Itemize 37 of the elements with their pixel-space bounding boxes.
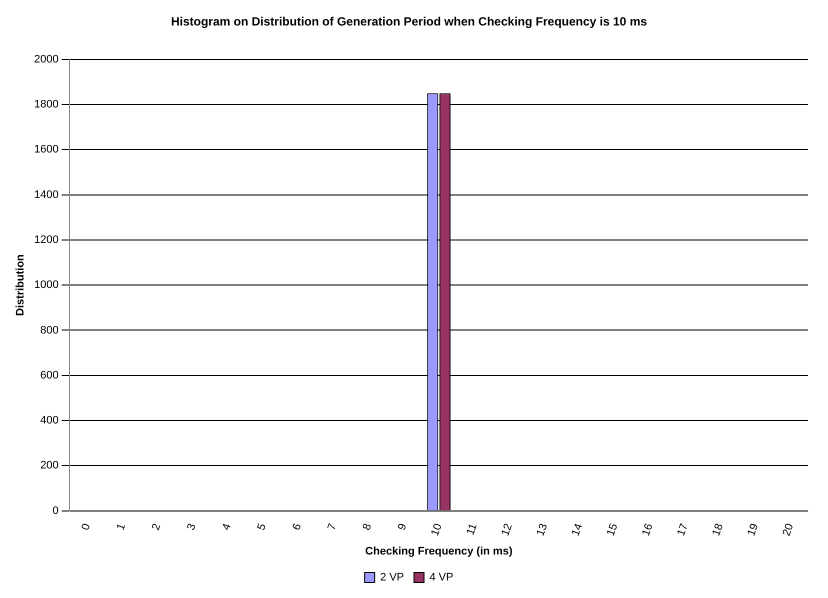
- x-tick-label: 1: [114, 522, 128, 532]
- x-tick-label: 11: [464, 522, 480, 537]
- x-tick-label: 13: [534, 522, 550, 538]
- x-tick-label: 18: [710, 522, 726, 538]
- x-tick-label: 4: [220, 522, 234, 532]
- x-tick-label: 2: [150, 522, 164, 532]
- x-tick-label: 5: [255, 522, 269, 532]
- y-tick-label: 200: [40, 460, 59, 472]
- legend-label: 2 VP: [380, 572, 404, 584]
- x-tick-label: 20: [780, 522, 796, 538]
- x-tick-label: 7: [326, 522, 340, 532]
- y-tick-label: 2000: [34, 53, 59, 66]
- y-tick-label: 1200: [34, 234, 59, 246]
- x-axis-title: Checking Frequency (in ms): [365, 545, 513, 558]
- x-tick-label: 6: [290, 522, 304, 532]
- x-tick-label: 16: [640, 522, 656, 538]
- legend-label: 4 VP: [430, 572, 454, 584]
- y-tick-label: 800: [40, 324, 59, 336]
- y-tick-label: 400: [40, 414, 59, 427]
- y-tick-label: 1000: [34, 279, 59, 292]
- y-tick-label: 0: [52, 504, 59, 517]
- y-tick-label: 1400: [34, 188, 59, 201]
- x-tick-label: 8: [360, 522, 374, 532]
- x-tick-label: 15: [604, 522, 620, 538]
- y-axis-title: Distribution: [14, 254, 27, 316]
- x-tick-label: 12: [499, 522, 515, 538]
- x-tick-label: 0: [80, 522, 93, 532]
- y-tick-label: 1600: [34, 144, 59, 156]
- x-tick-label: 19: [745, 522, 761, 538]
- y-tick-label: 600: [40, 369, 59, 382]
- x-tick-label: 10: [429, 522, 445, 538]
- chart-title: Histogram on Distribution of Generation Period when Checking Frequency is 10 ms: [170, 14, 648, 29]
- x-tick-label: 17: [675, 522, 691, 538]
- x-tick-label: 9: [396, 522, 410, 532]
- x-tick-label: 3: [185, 522, 198, 532]
- y-tick-label: 1800: [34, 98, 59, 111]
- x-tick-label: 14: [570, 522, 586, 538]
